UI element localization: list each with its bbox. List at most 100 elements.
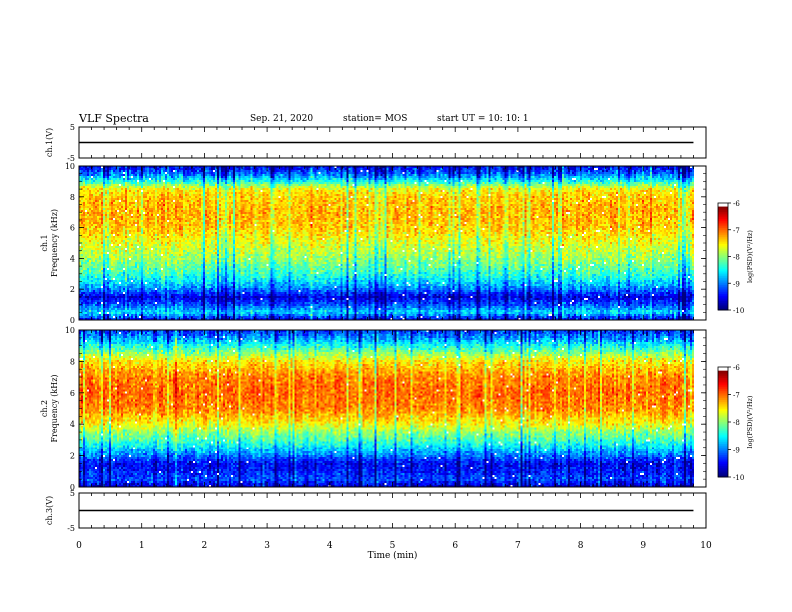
colorbar-swatch — [718, 414, 728, 417]
colorbar-swatch — [718, 244, 728, 247]
colorbar-tick-label: -10 — [733, 474, 744, 482]
colorbar-tick-label: -9 — [733, 447, 740, 455]
date-label: Sep. 21, 2020 — [250, 114, 314, 124]
colorbar-swatch — [718, 418, 728, 421]
colorbar-swatch — [718, 442, 728, 445]
colorbar-swatch — [718, 407, 728, 410]
colorbar-swatch — [718, 403, 728, 406]
colorbar-swatch — [718, 295, 728, 299]
colorbar-swatch — [718, 400, 728, 403]
y-tick-label: 10 — [65, 162, 75, 171]
colorbar-swatch — [718, 226, 728, 229]
y-axis-label-1: Frequency (kHz) — [50, 209, 59, 277]
y-tick-label: 5 — [70, 123, 75, 132]
colorbar-swatch — [718, 392, 728, 395]
colorbar-swatch — [718, 436, 728, 439]
colorbar-swatch — [718, 425, 728, 428]
y-tick-label: -5 — [67, 154, 75, 163]
colorbar-swatch — [718, 301, 728, 304]
colorbar-swatch — [718, 227, 728, 231]
y-tick-label: 2 — [70, 452, 75, 461]
colorbar-swatch — [718, 256, 728, 259]
y-tick-label: 8 — [70, 357, 75, 366]
x-axis-label: Time (min) — [368, 550, 418, 561]
colorbar-swatch — [718, 383, 728, 386]
colorbar-swatch — [718, 260, 728, 263]
colorbar-swatch — [718, 447, 728, 450]
colorbar-tick-label: -8 — [733, 254, 740, 262]
x-tick-label: 5 — [390, 541, 396, 551]
colorbar-swatch — [718, 464, 728, 467]
colorbar-tick-label: -7 — [733, 392, 740, 400]
y-axis-label-0: ch.1(V) — [45, 128, 54, 157]
colorbar-swatch — [718, 258, 728, 261]
x-tick-label: 2 — [202, 541, 208, 551]
y-tick-label: 5 — [70, 489, 75, 498]
colorbar-swatch — [718, 299, 728, 302]
colorbar-swatch — [718, 210, 728, 213]
colorbar-tick-label: -9 — [733, 280, 740, 288]
colorbar-swatch — [718, 236, 728, 240]
x-tick-label: 0 — [76, 541, 82, 551]
colorbar-swatch — [718, 381, 728, 384]
colorbar-swatch — [718, 438, 728, 441]
x-tick-label: 10 — [700, 541, 712, 551]
colorbar-swatch — [718, 379, 728, 383]
y-tick-label: 0 — [70, 316, 75, 325]
colorbar-swatch — [718, 431, 728, 434]
colorbar-swatch — [718, 444, 728, 447]
colorbar-swatch — [718, 389, 728, 392]
colorbar-swatch — [718, 456, 728, 460]
colorbar-swatch — [718, 434, 728, 438]
y-axis-label-3: ch.3(V) — [45, 496, 54, 525]
colorbar-swatch — [718, 422, 728, 425]
y-tick-label: 10 — [65, 326, 75, 335]
colorbar-swatch — [718, 460, 728, 463]
colorbar-swatch — [718, 279, 728, 282]
colorbar-swatch — [718, 231, 728, 234]
colorbar-swatch — [718, 272, 728, 275]
colorbar-swatch — [718, 429, 728, 432]
colorbar-tick-label: -6 — [733, 364, 740, 372]
colorbar-swatch — [718, 394, 728, 397]
colorbar-swatch — [718, 385, 728, 388]
colorbar-swatch — [718, 471, 728, 474]
y-tick-label: 0 — [70, 483, 75, 492]
colorbar-swatch — [718, 235, 728, 238]
colorbar-swatch — [718, 458, 728, 461]
colorbar-swatch — [718, 378, 728, 381]
colorbar-swatch — [718, 306, 728, 309]
colorbar-swatch — [718, 423, 728, 427]
colorbar-swatch — [718, 411, 728, 414]
colorbar-swatch — [718, 215, 728, 218]
colorbar-swatch — [718, 211, 728, 215]
colorbar-swatch — [718, 247, 728, 250]
y-tick-label: 4 — [70, 254, 75, 263]
colorbar-swatch — [718, 268, 728, 272]
colorbar-swatch — [718, 208, 728, 211]
colorbar-tick-label: -8 — [733, 419, 740, 427]
x-tick-label: 4 — [327, 541, 333, 551]
colorbar-swatch — [718, 267, 728, 270]
colorbar-swatch — [718, 203, 728, 206]
x-tick-label: 7 — [515, 541, 521, 551]
x-tick-label: 8 — [578, 541, 584, 551]
colorbar-swatch — [718, 453, 728, 456]
colorbar-tick-label: -7 — [733, 227, 740, 235]
colorbar-swatch — [718, 213, 728, 216]
colorbar-swatch — [718, 374, 728, 377]
colorbar-swatch — [718, 249, 728, 252]
colorbar-swatch — [718, 254, 728, 257]
colorbar-swatch — [718, 290, 728, 293]
y-axis-label-2: ch.2 — [40, 400, 49, 417]
colorbar-swatch — [718, 370, 728, 373]
colorbar-swatch — [718, 440, 728, 443]
colorbar-swatch — [718, 277, 728, 281]
colorbar-swatch — [718, 233, 728, 236]
colorbar-swatch — [718, 302, 728, 306]
colorbar-swatch — [718, 281, 728, 284]
colorbar-swatch — [718, 475, 728, 478]
colorbar-swatch — [718, 466, 728, 469]
colorbar-swatch — [718, 224, 728, 227]
colorbar-swatch — [718, 276, 728, 279]
